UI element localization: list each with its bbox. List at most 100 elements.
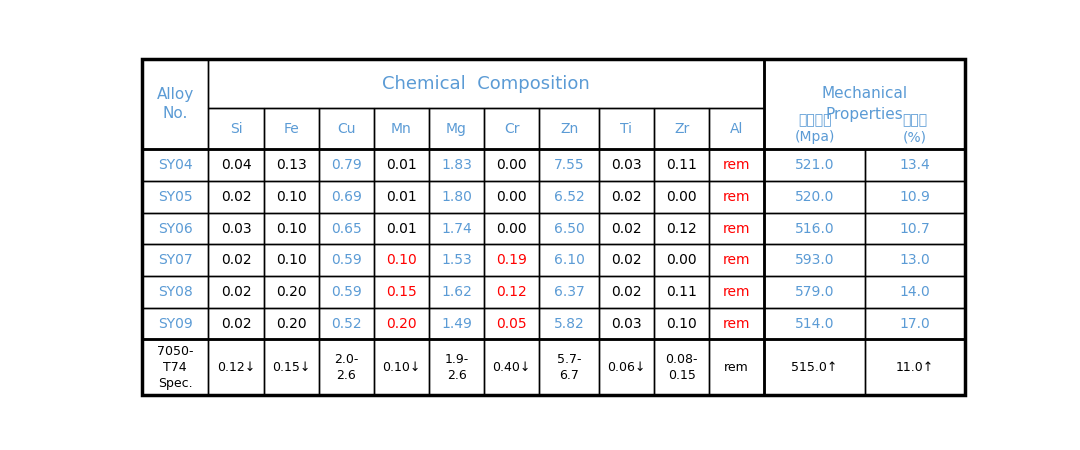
Text: 0.15: 0.15 xyxy=(386,285,417,299)
Bar xyxy=(264,244,319,276)
Text: 0.79: 0.79 xyxy=(330,158,362,172)
Bar xyxy=(710,339,765,395)
Text: 0.20: 0.20 xyxy=(275,285,307,299)
Text: rem: rem xyxy=(723,285,751,299)
Text: 13.0: 13.0 xyxy=(900,253,931,267)
Bar xyxy=(599,181,654,213)
Text: 0.15↓: 0.15↓ xyxy=(272,361,310,374)
Bar xyxy=(319,276,374,308)
Bar xyxy=(865,308,966,339)
Text: SY07: SY07 xyxy=(158,253,192,267)
Bar xyxy=(141,308,208,339)
Bar xyxy=(654,181,710,213)
Text: 514.0: 514.0 xyxy=(795,317,834,331)
Bar xyxy=(429,276,484,308)
Bar xyxy=(865,244,966,276)
Bar xyxy=(484,244,539,276)
Bar xyxy=(765,244,865,276)
Text: 515.0↑: 515.0↑ xyxy=(792,361,838,374)
Bar xyxy=(865,339,966,395)
Text: Zr: Zr xyxy=(674,122,689,135)
Bar xyxy=(710,276,765,308)
Text: 0.02: 0.02 xyxy=(611,190,642,204)
Bar xyxy=(484,108,539,149)
Bar xyxy=(765,308,865,339)
Text: rem: rem xyxy=(723,190,751,204)
Bar xyxy=(374,276,429,308)
Text: rem: rem xyxy=(725,361,750,374)
Text: 0.20: 0.20 xyxy=(275,317,307,331)
Text: 0.10: 0.10 xyxy=(275,221,307,235)
Text: 6.50: 6.50 xyxy=(554,221,584,235)
Text: 0.59: 0.59 xyxy=(330,253,362,267)
Text: Fe: Fe xyxy=(283,122,299,135)
Text: 0.12: 0.12 xyxy=(666,221,697,235)
Bar xyxy=(654,308,710,339)
Text: 0.20: 0.20 xyxy=(386,317,417,331)
Bar xyxy=(429,308,484,339)
Bar xyxy=(654,108,710,149)
Bar xyxy=(208,181,264,213)
Text: 1.62: 1.62 xyxy=(441,285,472,299)
Bar xyxy=(865,213,966,244)
Bar xyxy=(141,244,208,276)
Bar xyxy=(374,149,429,181)
Bar xyxy=(710,244,765,276)
Text: 0.00: 0.00 xyxy=(497,190,527,204)
Text: 13.4: 13.4 xyxy=(900,158,931,172)
Text: 0.13: 0.13 xyxy=(275,158,307,172)
Bar xyxy=(319,244,374,276)
Text: SY06: SY06 xyxy=(158,221,192,235)
Text: 0.03: 0.03 xyxy=(220,221,252,235)
Bar xyxy=(654,149,710,181)
Bar xyxy=(654,244,710,276)
Bar xyxy=(429,213,484,244)
Text: 0.02: 0.02 xyxy=(220,285,252,299)
Text: 521.0: 521.0 xyxy=(795,158,834,172)
Bar xyxy=(599,149,654,181)
Text: SY08: SY08 xyxy=(158,285,192,299)
Text: 0.01: 0.01 xyxy=(386,158,417,172)
Text: Si: Si xyxy=(230,122,242,135)
Text: 0.52: 0.52 xyxy=(330,317,362,331)
Bar xyxy=(374,213,429,244)
Bar xyxy=(429,149,484,181)
Text: 1.49: 1.49 xyxy=(441,317,472,331)
Bar xyxy=(765,276,865,308)
Text: 17.0: 17.0 xyxy=(900,317,931,331)
Text: 7050-
T74
Spec.: 7050- T74 Spec. xyxy=(157,345,193,390)
Text: 579.0: 579.0 xyxy=(795,285,834,299)
Bar xyxy=(710,308,765,339)
Text: Al: Al xyxy=(730,122,743,135)
Text: 5.82: 5.82 xyxy=(554,317,584,331)
Text: 0.00: 0.00 xyxy=(497,158,527,172)
Text: 0.01: 0.01 xyxy=(386,221,417,235)
Text: SY05: SY05 xyxy=(158,190,192,204)
Bar xyxy=(319,181,374,213)
Bar xyxy=(654,339,710,395)
Bar xyxy=(374,308,429,339)
Bar xyxy=(539,244,599,276)
Text: 0.10↓: 0.10↓ xyxy=(382,361,420,374)
Bar xyxy=(208,59,765,108)
Text: 2.0-
2.6: 2.0- 2.6 xyxy=(334,353,359,382)
Text: Ti: Ti xyxy=(620,122,633,135)
Bar xyxy=(141,339,208,395)
Bar xyxy=(539,339,599,395)
Bar xyxy=(264,276,319,308)
Text: 0.10: 0.10 xyxy=(275,190,307,204)
Bar xyxy=(319,108,374,149)
Bar xyxy=(765,59,966,149)
Text: 1.83: 1.83 xyxy=(441,158,472,172)
Bar xyxy=(484,181,539,213)
Text: 0.03: 0.03 xyxy=(611,317,642,331)
Text: rem: rem xyxy=(723,317,751,331)
Text: 0.02: 0.02 xyxy=(220,317,252,331)
Text: 0.02: 0.02 xyxy=(611,221,642,235)
Text: Mechanical
Properties: Mechanical Properties xyxy=(822,86,908,122)
Text: 1.53: 1.53 xyxy=(441,253,472,267)
Bar xyxy=(264,181,319,213)
Text: 인장강도
(Mpa): 인장강도 (Mpa) xyxy=(795,113,835,144)
Text: 0.00: 0.00 xyxy=(666,190,697,204)
Text: 0.10: 0.10 xyxy=(666,317,697,331)
